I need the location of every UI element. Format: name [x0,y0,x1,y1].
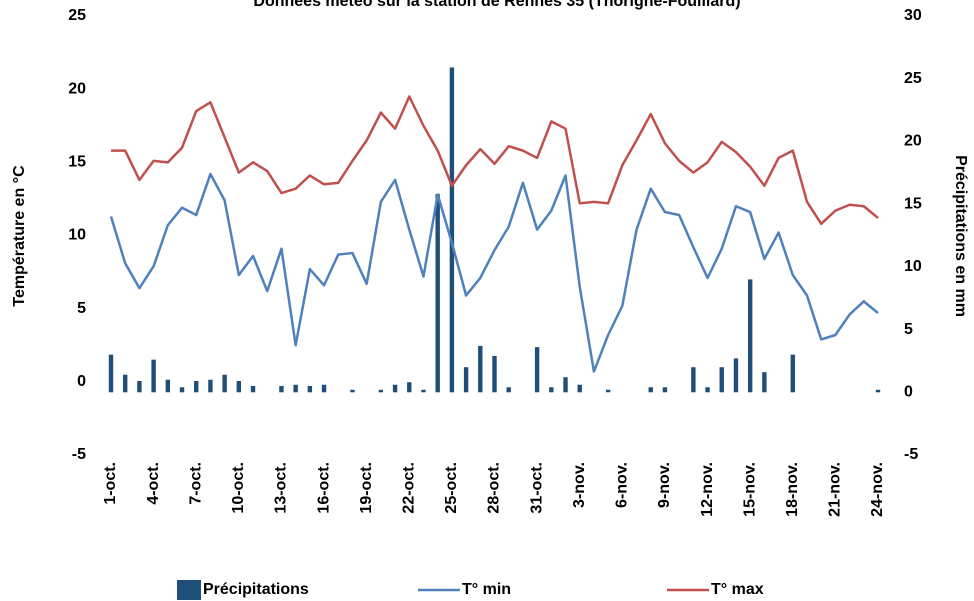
bar [605,389,611,393]
bar [407,382,412,393]
y-tick-label: 15 [68,154,86,171]
y2-tick-label: 30 [904,7,922,24]
y2-tick-label: -5 [904,446,918,463]
bar [208,379,213,393]
y2-axis-title: Précipitations en mm [952,155,969,317]
bar [392,384,398,393]
bar [123,374,128,393]
legend-label: T° max [711,581,764,598]
bar [307,386,313,393]
legend-label: T° min [462,581,511,598]
y2-tick-label: 25 [904,70,922,87]
line [109,172,879,373]
x-tick-label: 21-nov. [827,462,844,517]
x-tick-label: 31-oct. [528,462,545,514]
y2-tick-label: 10 [904,258,922,275]
bar [194,380,199,393]
bar [449,67,455,393]
bar [648,387,653,393]
bar [719,367,724,393]
bar [435,194,440,393]
bar [137,380,142,393]
bar [534,347,540,393]
y-tick-label: 25 [68,7,86,24]
chart-title: Données météo sur la station de Rennes 3… [253,0,740,10]
bar [563,377,568,393]
y-tick-label: 20 [68,80,86,97]
y-tick-label: 10 [68,227,86,244]
bar [321,384,327,393]
x-tick-label: 15-nov. [741,462,758,517]
x-tick-label: 12-nov. [699,462,716,517]
x-tick-label: 10-oct. [230,462,247,514]
legend-label: Précipitations [203,581,309,598]
line [111,95,879,226]
bar [549,387,554,393]
bar [705,387,710,393]
bar [350,389,355,393]
x-tick-label: 1-oct. [102,462,119,505]
bar [151,359,156,393]
bar [733,358,739,393]
bar [293,384,298,393]
bar [463,367,469,393]
y-tick-label: 5 [77,300,86,317]
bar [179,387,185,393]
bar [279,386,284,393]
bar [165,379,171,393]
y-tick-label: 0 [77,373,86,390]
bar [108,354,114,393]
bar [577,384,582,393]
bar [747,279,753,393]
x-tick-label: 19-oct. [358,462,375,514]
y2-tick-label: 15 [904,195,922,212]
bar [875,389,881,393]
y-axis-title: Température en °C [11,165,28,307]
bar [790,354,795,393]
y-tick-label: -5 [72,446,86,463]
bar [662,387,668,393]
bar [691,367,696,393]
legend-swatch [177,580,201,600]
x-tick-label: 13-oct. [273,462,290,514]
x-tick-label: 7-oct. [187,462,204,505]
y2-tick-label: 0 [904,384,913,401]
x-tick-label: 4-oct. [145,462,162,505]
x-tick-label: 18-nov. [784,462,801,517]
x-tick-label: 24-nov. [869,462,886,517]
x-tick-label: 6-nov. [614,462,631,508]
bar [478,345,483,393]
bar [378,389,384,393]
bar [762,372,767,393]
x-tick-label: 22-oct. [400,462,417,514]
y2-tick-label: 20 [904,133,922,150]
bar [236,380,242,393]
bar [506,387,511,393]
bar [421,389,426,393]
x-tick-label: 16-oct. [315,462,332,514]
bar [492,355,497,393]
x-tick-label: 28-oct. [486,462,503,514]
x-tick-label: 3-nov. [571,462,588,508]
x-tick-label: 9-nov. [656,462,673,508]
x-tick-label: 25-oct. [443,462,460,514]
bar [250,386,256,393]
y2-tick-label: 5 [904,321,913,338]
bar [222,374,227,393]
